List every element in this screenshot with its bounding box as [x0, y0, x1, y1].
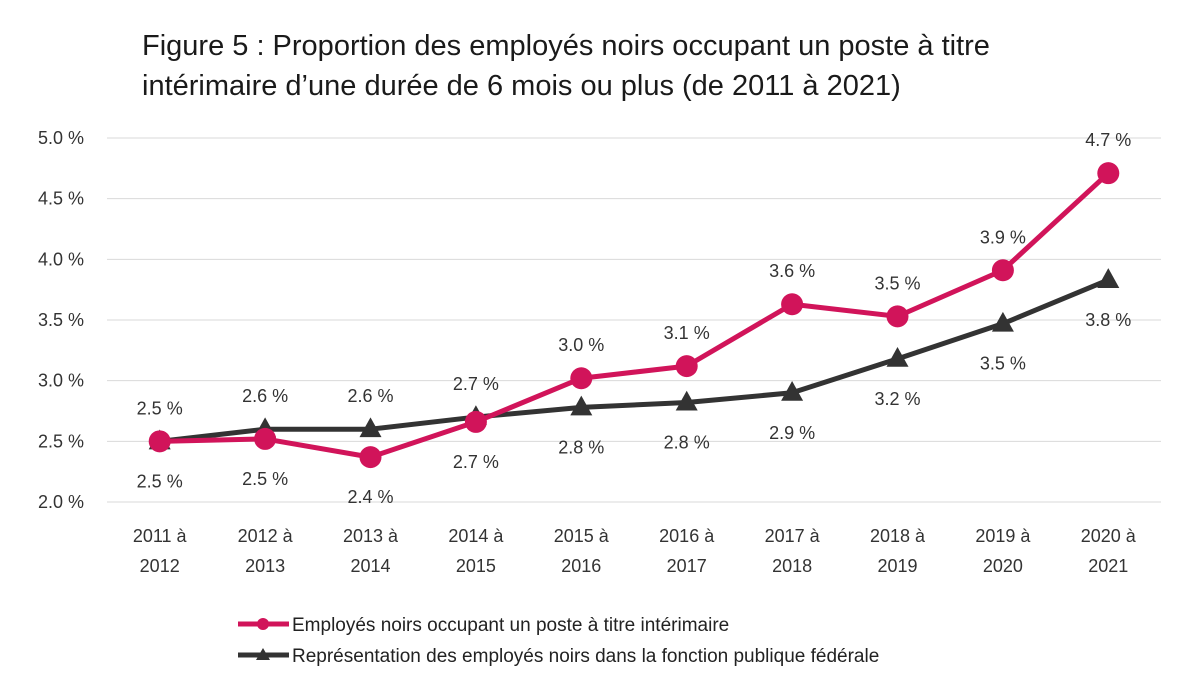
data-label: 2.4 % [347, 487, 393, 507]
data-label: 3.5 % [980, 354, 1026, 374]
x-tick-label: 2016 [561, 556, 601, 576]
data-point-circle [1097, 162, 1120, 185]
data-label: 3.5 % [874, 273, 920, 293]
series-line-1 [157, 277, 1111, 444]
data-point-triangle [1097, 268, 1120, 288]
x-tick-label: 2017 à [765, 526, 821, 546]
data-point-triangle [675, 390, 698, 411]
data-point-triangle [781, 381, 804, 401]
x-tick-label: 2014 à [448, 526, 504, 546]
chart-title-line-1: Figure 5 : Proportion des employés noirs… [142, 30, 990, 62]
data-point-circle [781, 293, 804, 316]
data-point-circle [675, 355, 698, 378]
legend: Employés noirs occupant un poste à titre… [238, 615, 879, 667]
x-tick-label: 2013 [245, 556, 285, 576]
series-line-0 [157, 170, 1111, 460]
data-label: 3.2 % [874, 389, 920, 409]
x-tick-label: 2015 à [554, 526, 610, 546]
data-point-triangle [991, 311, 1014, 332]
y-axis: 2.0 % 2.5 % 3.0 % 3.5 % 4.0 % 4.5 % 5.0 % [38, 128, 84, 512]
data-point-circle [254, 427, 277, 450]
x-tick-label: 2019 à [975, 526, 1031, 546]
x-tick-label: 2018 à [870, 526, 926, 546]
data-label: 2.6 % [347, 386, 393, 406]
y-tick-label: 2.5 % [38, 431, 84, 451]
data-point-circle [148, 430, 171, 453]
x-tick-label: 2016 à [659, 526, 715, 546]
y-tick-label: 3.0 % [38, 371, 84, 391]
x-tick-label: 2021 [1088, 556, 1128, 576]
x-tick-label: 2020 [983, 556, 1023, 576]
data-label: 2.5 % [137, 471, 183, 491]
chart-title: Figure 5 : Proportion des employés noirs… [142, 30, 990, 102]
data-point-circle [886, 305, 909, 328]
x-tick-label: 2019 [877, 556, 917, 576]
data-label: 3.0 % [558, 335, 604, 355]
legend-marker-triangle [256, 648, 270, 660]
data-label: 4.7 % [1085, 130, 1131, 150]
chart-title-line-2: intérimaire d’une durée de 6 mois ou plu… [142, 70, 901, 102]
data-point-circle [991, 259, 1014, 282]
data-label: 2.5 % [137, 398, 183, 418]
series-lines [148, 162, 1120, 469]
data-point-triangle [886, 347, 909, 367]
data-label: 3.1 % [664, 323, 710, 343]
data-labels: 2.5 % 2.6 % 2.6 % 2.7 % 2.8 % 2.8 % 2.9 % 3.2 %… [137, 130, 1132, 507]
data-point-circle [359, 446, 382, 469]
data-label: 2.6 % [242, 386, 288, 406]
x-tick-label: 2013 à [343, 526, 399, 546]
data-point-triangle [570, 395, 593, 416]
x-tick-label: 2018 [772, 556, 812, 576]
x-tick-label: 2012 à [238, 526, 294, 546]
x-tick-label: 2015 [456, 556, 496, 576]
data-label: 2.8 % [664, 433, 710, 453]
data-label: 3.6 % [769, 261, 815, 281]
y-tick-label: 3.5 % [38, 310, 84, 330]
legend-marker-circle [257, 618, 269, 630]
data-point-triangle [359, 417, 382, 438]
data-label: 3.9 % [980, 227, 1026, 247]
data-label: 2.8 % [558, 437, 604, 457]
x-tick-label: 2017 [667, 556, 707, 576]
data-label: 3.8 % [1085, 310, 1131, 330]
y-tick-label: 4.0 % [38, 249, 84, 269]
legend-label-1: Représentation des employés noirs dans l… [292, 646, 879, 667]
x-axis: 2011 à 2012 2012 à 2013 2013 à 2014 2014 à 2015… [133, 526, 1137, 576]
y-tick-label: 4.5 % [38, 189, 84, 209]
data-label: 2.7 % [453, 374, 499, 394]
y-tick-label: 2.0 % [38, 492, 84, 512]
x-tick-label: 2011 à [133, 526, 188, 546]
y-tick-label: 5.0 % [38, 128, 84, 148]
data-label: 2.5 % [242, 469, 288, 489]
data-label: 2.7 % [453, 452, 499, 472]
x-tick-label: 2014 [350, 556, 390, 576]
data-label: 2.9 % [769, 423, 815, 443]
data-point-circle [570, 367, 593, 390]
x-tick-label: 2020 à [1081, 526, 1137, 546]
x-tick-label: 2012 [140, 556, 180, 576]
data-point-circle [464, 410, 487, 433]
legend-label-0: Employés noirs occupant un poste à titre… [292, 615, 729, 636]
